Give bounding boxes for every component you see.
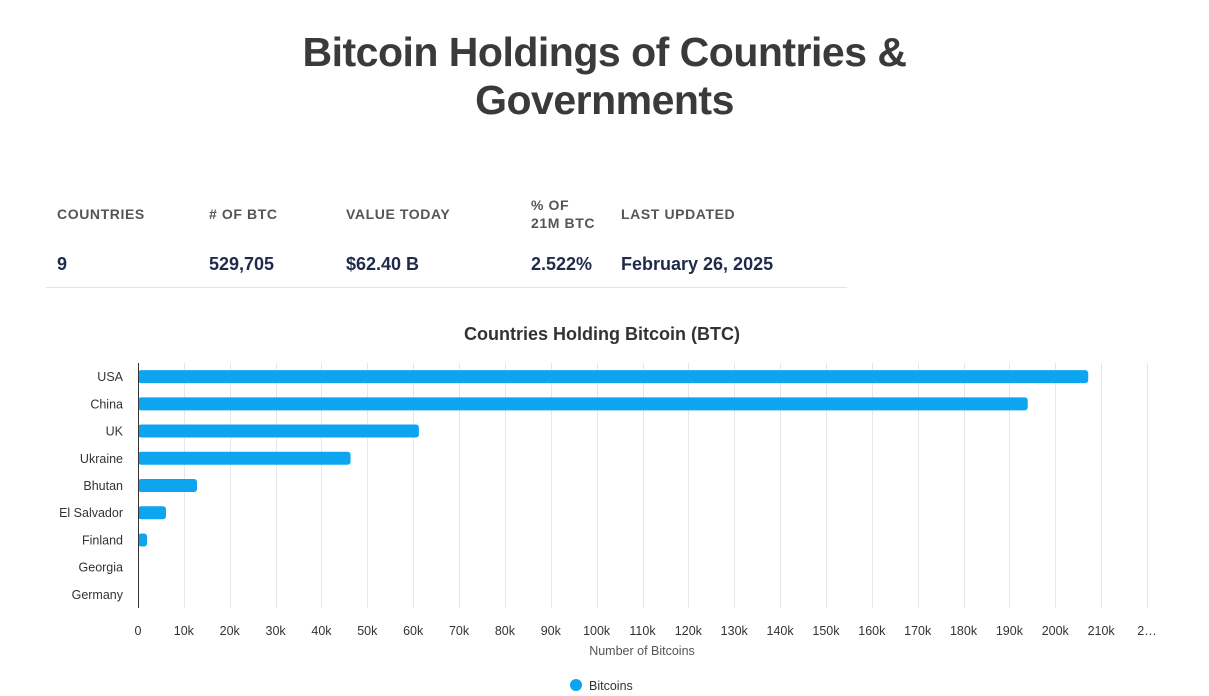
- bar-el-salvador[interactable]: [138, 506, 166, 520]
- chart-bars: [138, 370, 1089, 547]
- page-title: Bitcoin Holdings of Countries & Governme…: [0, 28, 1209, 124]
- x-tick-label: 120k: [675, 624, 703, 638]
- stat-countries-value: 9: [57, 254, 68, 274]
- stat-btc: # OF BTC 529,705: [209, 192, 278, 274]
- x-tick-label: 130k: [721, 624, 749, 638]
- x-tick-label: 90k: [541, 624, 562, 638]
- bitcoin-holdings-chart: Countries Holding Bitcoin (BTC) USA China…: [59, 324, 1157, 693]
- category-label: Georgia: [79, 561, 124, 575]
- stat-pct-label-1: % OF: [531, 197, 570, 213]
- x-tick-label: 60k: [403, 624, 424, 638]
- stat-updated-value: February 26, 2025: [621, 254, 774, 274]
- bar-ukraine[interactable]: [138, 451, 351, 465]
- chart-x-ticks: 0 10k 20k 30k 40k 50k 60k 70k 80k 90k 100k 110k 120k…: [135, 624, 1157, 638]
- stat-updated-label: LAST UPDATED: [621, 206, 736, 222]
- stat-updated: LAST UPDATED February 26, 2025: [621, 192, 773, 274]
- chart-title: Countries Holding Bitcoin (BTC): [464, 324, 740, 344]
- stat-btc-label: # OF BTC: [209, 206, 278, 222]
- x-tick-label: 10k: [174, 624, 195, 638]
- x-tick-label: 200k: [1042, 624, 1070, 638]
- stat-value-today-label: VALUE TODAY: [346, 206, 451, 222]
- page-title-line-1: Bitcoin Holdings of Countries &: [302, 29, 907, 75]
- x-tick-label: 210k: [1088, 624, 1116, 638]
- category-label: El Salvador: [59, 506, 123, 520]
- stat-pct-label-2: 21M BTC: [531, 215, 596, 231]
- legend-label-bitcoins: Bitcoins: [589, 679, 633, 693]
- x-tick-label: 70k: [449, 624, 470, 638]
- legend-marker-bitcoins: [570, 679, 582, 691]
- category-label: USA: [97, 370, 123, 384]
- stat-btc-value: 529,705: [209, 254, 275, 274]
- bar-bhutan[interactable]: [138, 479, 198, 492]
- category-label: Finland: [82, 533, 123, 547]
- x-tick-label: 180k: [950, 624, 978, 638]
- stat-value-today-value: $62.40 B: [346, 254, 420, 274]
- category-label: Ukraine: [80, 452, 123, 466]
- x-tick-label: 100k: [583, 624, 611, 638]
- category-label: Germany: [72, 588, 124, 602]
- x-tick-label: 160k: [858, 624, 886, 638]
- bar-usa[interactable]: [138, 370, 1089, 384]
- category-label: China: [90, 397, 123, 411]
- stat-pct: % OF 21M BTC 2.522%: [531, 192, 596, 274]
- stat-pct-value: 2.522%: [531, 254, 593, 274]
- x-tick-label: 110k: [629, 624, 656, 638]
- x-tick-label: 150k: [812, 624, 840, 638]
- bar-china[interactable]: [138, 397, 1028, 411]
- stats-summary: COUNTRIES 9 # OF BTC 529,705 VALUE TODAY…: [46, 192, 847, 288]
- x-tick-label: 0: [135, 624, 142, 638]
- x-tick-label: 40k: [311, 624, 332, 638]
- x-tick-label: 80k: [495, 624, 516, 638]
- chart-category-labels: USA China UK Ukraine Bhutan El Salvador Finlan…: [59, 370, 124, 602]
- bar-finland[interactable]: [138, 533, 148, 547]
- x-tick-label: 140k: [767, 624, 795, 638]
- bar-uk[interactable]: [138, 424, 419, 438]
- chart-x-axis-title: Number of Bitcoins: [589, 644, 695, 658]
- chart-legend[interactable]: Bitcoins: [570, 679, 633, 693]
- category-label: Bhutan: [83, 479, 123, 493]
- x-tick-label: 2…: [1137, 624, 1156, 638]
- x-tick-label: 30k: [266, 624, 287, 638]
- category-label: UK: [106, 425, 124, 439]
- x-tick-label: 190k: [996, 624, 1024, 638]
- stat-countries-label: COUNTRIES: [57, 206, 145, 222]
- x-tick-label: 170k: [904, 624, 932, 638]
- x-tick-label: 50k: [357, 624, 378, 638]
- page-title-line-2: Governments: [475, 77, 734, 123]
- x-tick-label: 20k: [220, 624, 241, 638]
- stat-countries: COUNTRIES 9: [57, 192, 145, 274]
- stat-value-today: VALUE TODAY $62.40 B: [346, 192, 451, 274]
